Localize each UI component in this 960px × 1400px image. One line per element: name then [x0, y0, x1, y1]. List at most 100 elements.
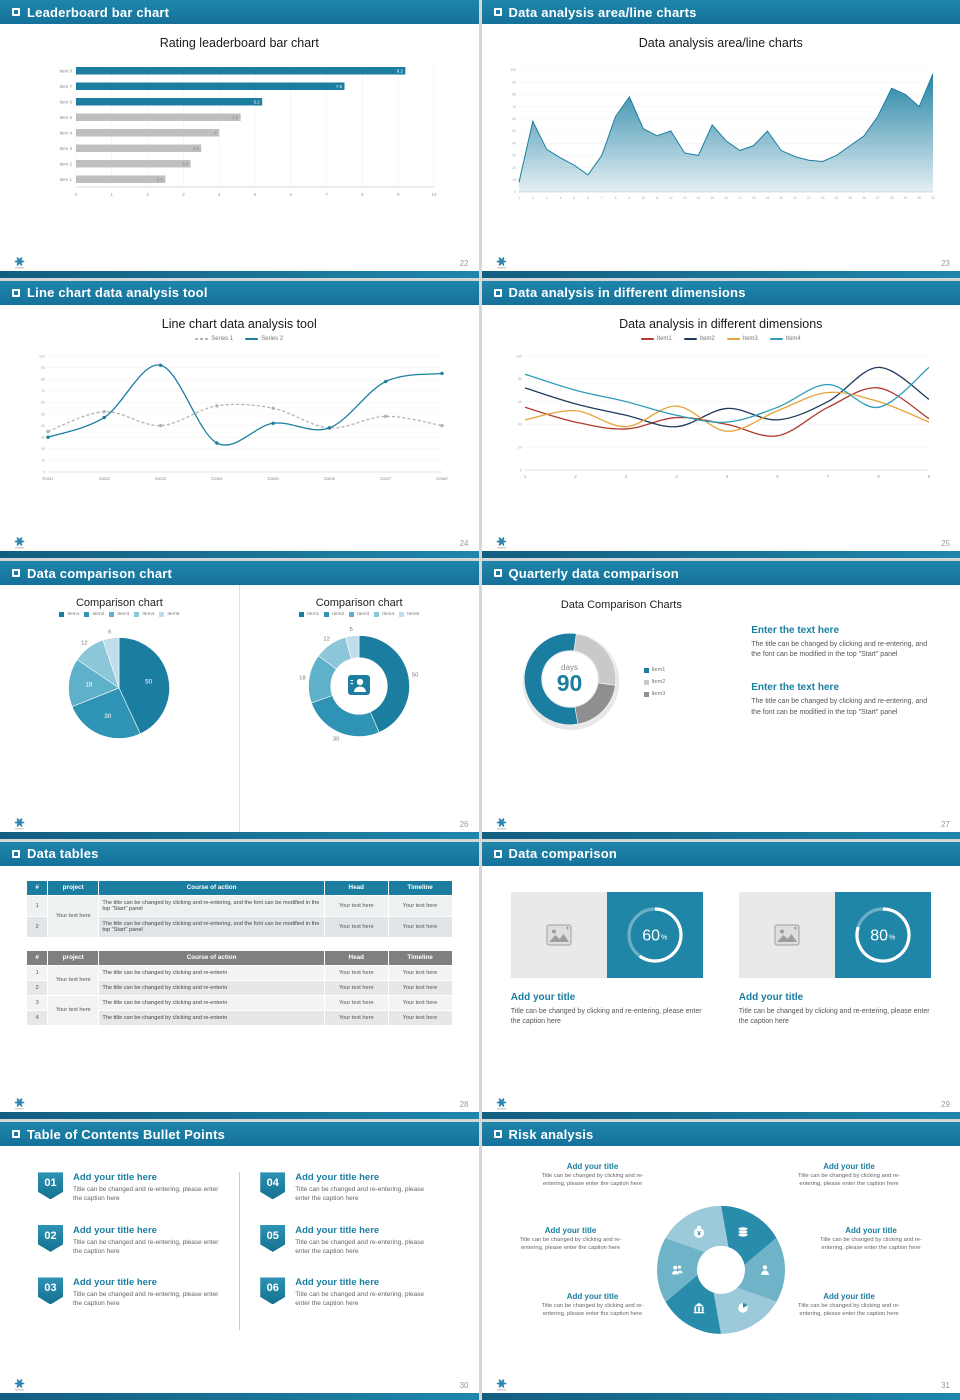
toc-item: 03 Add your title here Title can be chang…: [38, 1277, 219, 1309]
footer-logo: [12, 1098, 27, 1110]
svg-text:Item 1: Item 1: [60, 177, 73, 182]
footer-logo: [494, 1098, 509, 1110]
svg-text:0: 0: [514, 190, 516, 194]
svg-text:20: 20: [41, 447, 45, 451]
svg-text:40: 40: [512, 141, 516, 145]
svg-text:13: 13: [682, 196, 686, 200]
svg-text:23: 23: [820, 196, 824, 200]
svg-text:4: 4: [559, 196, 561, 200]
chart-title: Comparison chart: [315, 597, 403, 610]
svg-text:100: 100: [510, 68, 516, 72]
svg-text:10: 10: [641, 196, 645, 200]
text-block: Enter the text here The title can be cha…: [751, 682, 934, 717]
svg-text:8: 8: [614, 196, 616, 200]
list-bullet-icon: [493, 8, 502, 16]
toc-item: 01 Add your title here Title can be chang…: [38, 1172, 219, 1204]
slide-header: Leaderboard bar chart: [0, 0, 479, 24]
page-number: 30: [459, 1381, 469, 1390]
footer-bar: [481, 1393, 960, 1400]
slide-29-data-comparison[interactable]: Data comparison 60% Add your title Title…: [481, 841, 960, 1120]
image-placeholder: [510, 891, 607, 978]
svg-text:9: 9: [928, 474, 931, 479]
risk-item: Add your title Title can be changed by cl…: [790, 1162, 908, 1188]
money-bag-icon: ¥: [693, 1226, 704, 1239]
chart-legend: Item1 Item2 Item3 Item4 Item5: [0, 612, 239, 618]
svg-text:7: 7: [601, 196, 603, 200]
slide-30-table-of-contents[interactable]: Table of Contents Bullet Points 01 Add y…: [0, 1122, 479, 1400]
block-body: The title can be changed by clicking and…: [751, 698, 928, 716]
svg-text:31: 31: [931, 196, 935, 200]
donut-chart-panel: Data Comparison Charts days 90 Item1 Ite…: [504, 599, 740, 741]
chart-title: Data analysis area/line charts: [638, 36, 803, 50]
line-chart: 0 10 20 30 40 50 60 70 80 90 100 Data1 Data2 Data3 Dat…: [24, 344, 454, 490]
svg-text:60: 60: [518, 399, 522, 403]
slide-24-line-chart-tool[interactable]: Line chart data analysis tool Line chart…: [0, 280, 479, 559]
svg-text:60: 60: [512, 117, 516, 121]
legend-label: Item2: [332, 612, 345, 618]
risk-item-caption: Title can be changed by clicking and re-…: [798, 1303, 900, 1317]
toc-item-caption: Title can be changed and re-entering, pl…: [295, 1186, 425, 1203]
slide-23-area-line-charts[interactable]: Data analysis area/line charts Data anal…: [481, 0, 960, 278]
svg-text:1: 1: [524, 474, 527, 479]
footer-logo: [494, 537, 509, 549]
slide-body: Comparison chart Item1 Item2 Item3 Item4…: [0, 585, 479, 839]
slide-31-risk-analysis[interactable]: Risk analysis ¥: [481, 1122, 960, 1400]
svg-text:3: 3: [182, 192, 185, 197]
person-icon: [346, 673, 372, 697]
risk-item-title: Add your title: [566, 1162, 619, 1172]
toc-item-caption: Title can be changed and re-entering, pl…: [73, 1291, 219, 1308]
svg-text:30: 30: [917, 196, 921, 200]
risk-item-caption: Title can be changed by clicking and re-…: [541, 1173, 644, 1187]
area-chart: 0 10 20 30 40 50 60 70 80 90 100 1 2 3 4 5 6 7 8 9 10 11 12 13 1…: [501, 58, 941, 216]
svg-text:70: 70: [512, 105, 516, 109]
slide-26-data-comparison-chart[interactable]: Data comparison chart Comparison chart I…: [0, 561, 479, 839]
comparison-card: 60% Add your title Title can be changed …: [510, 891, 703, 1027]
page-number: 24: [459, 539, 469, 549]
legend-label: Item4: [142, 612, 155, 618]
col-header: project: [47, 949, 100, 966]
number-badge: 01: [38, 1172, 63, 1200]
svg-text:4: 4: [215, 130, 218, 135]
footer-bar: [481, 270, 960, 278]
svg-text:9.2: 9.2: [397, 68, 404, 73]
svg-text:Item 7: Item 7: [60, 84, 73, 89]
chart-legend: Item1 Item2 Item3 Item4 Item5: [240, 612, 479, 618]
svg-text:6: 6: [108, 630, 111, 636]
slide-header-title: Data analysis area/line charts: [508, 4, 697, 20]
slide-27-quarterly-data-comparison[interactable]: Quarterly data comparison Data Compariso…: [481, 561, 960, 839]
risk-item-title: Add your title: [566, 1292, 619, 1302]
cell: The title can be changed by clicking and…: [98, 964, 325, 981]
series-swatch: [640, 337, 654, 340]
svg-text:80: 80: [41, 377, 45, 381]
slide-header: Data analysis area/line charts: [481, 0, 960, 24]
toc-item: 02 Add your title here Title can be chang…: [38, 1224, 219, 1257]
slide-25-multi-dimension-lines[interactable]: Data analysis in different dimensions Da…: [481, 280, 960, 559]
legend-item: Item2: [683, 336, 715, 342]
svg-text:7: 7: [827, 474, 830, 479]
svg-text:2: 2: [532, 196, 534, 200]
svg-text:100: 100: [516, 354, 522, 358]
svg-text:Data5: Data5: [268, 476, 280, 481]
slide-body: Rating leaderboard bar chart 0 1 2 3 4 5 6 7 8 9 1…: [0, 24, 479, 278]
cell: 2: [25, 915, 49, 938]
slide-22-leaderboard-bar-chart[interactable]: Leaderboard bar chart Rating leaderboard…: [0, 0, 479, 278]
slide-28-data-tables[interactable]: Data tables # project Course of action H…: [0, 841, 479, 1120]
table-header-row: # project Course of action Head Timeline: [25, 879, 453, 896]
slide-body: 60% Add your title Title can be changed …: [481, 866, 960, 1120]
list-bullet-icon: [493, 849, 502, 858]
cell: 1: [25, 964, 49, 981]
svg-text:29: 29: [903, 196, 907, 200]
risk-item: Add your title Title can be changed by cl…: [534, 1292, 652, 1318]
toc-item-caption: Title can be changed and re-entering, pl…: [295, 1238, 425, 1255]
page-number: 26: [459, 819, 469, 829]
coins-icon: [737, 1227, 748, 1237]
svg-text:21: 21: [793, 196, 797, 200]
svg-text:Data2: Data2: [99, 476, 111, 481]
page-number: 31: [941, 1381, 950, 1390]
days-value: 90: [556, 670, 583, 697]
svg-text:Data3: Data3: [155, 476, 167, 481]
table-row: 2 The title can be changed by clicking a…: [25, 979, 453, 996]
number-badge: 03: [38, 1277, 63, 1305]
cell: Your text here: [387, 964, 453, 981]
col-header: #: [25, 949, 49, 966]
